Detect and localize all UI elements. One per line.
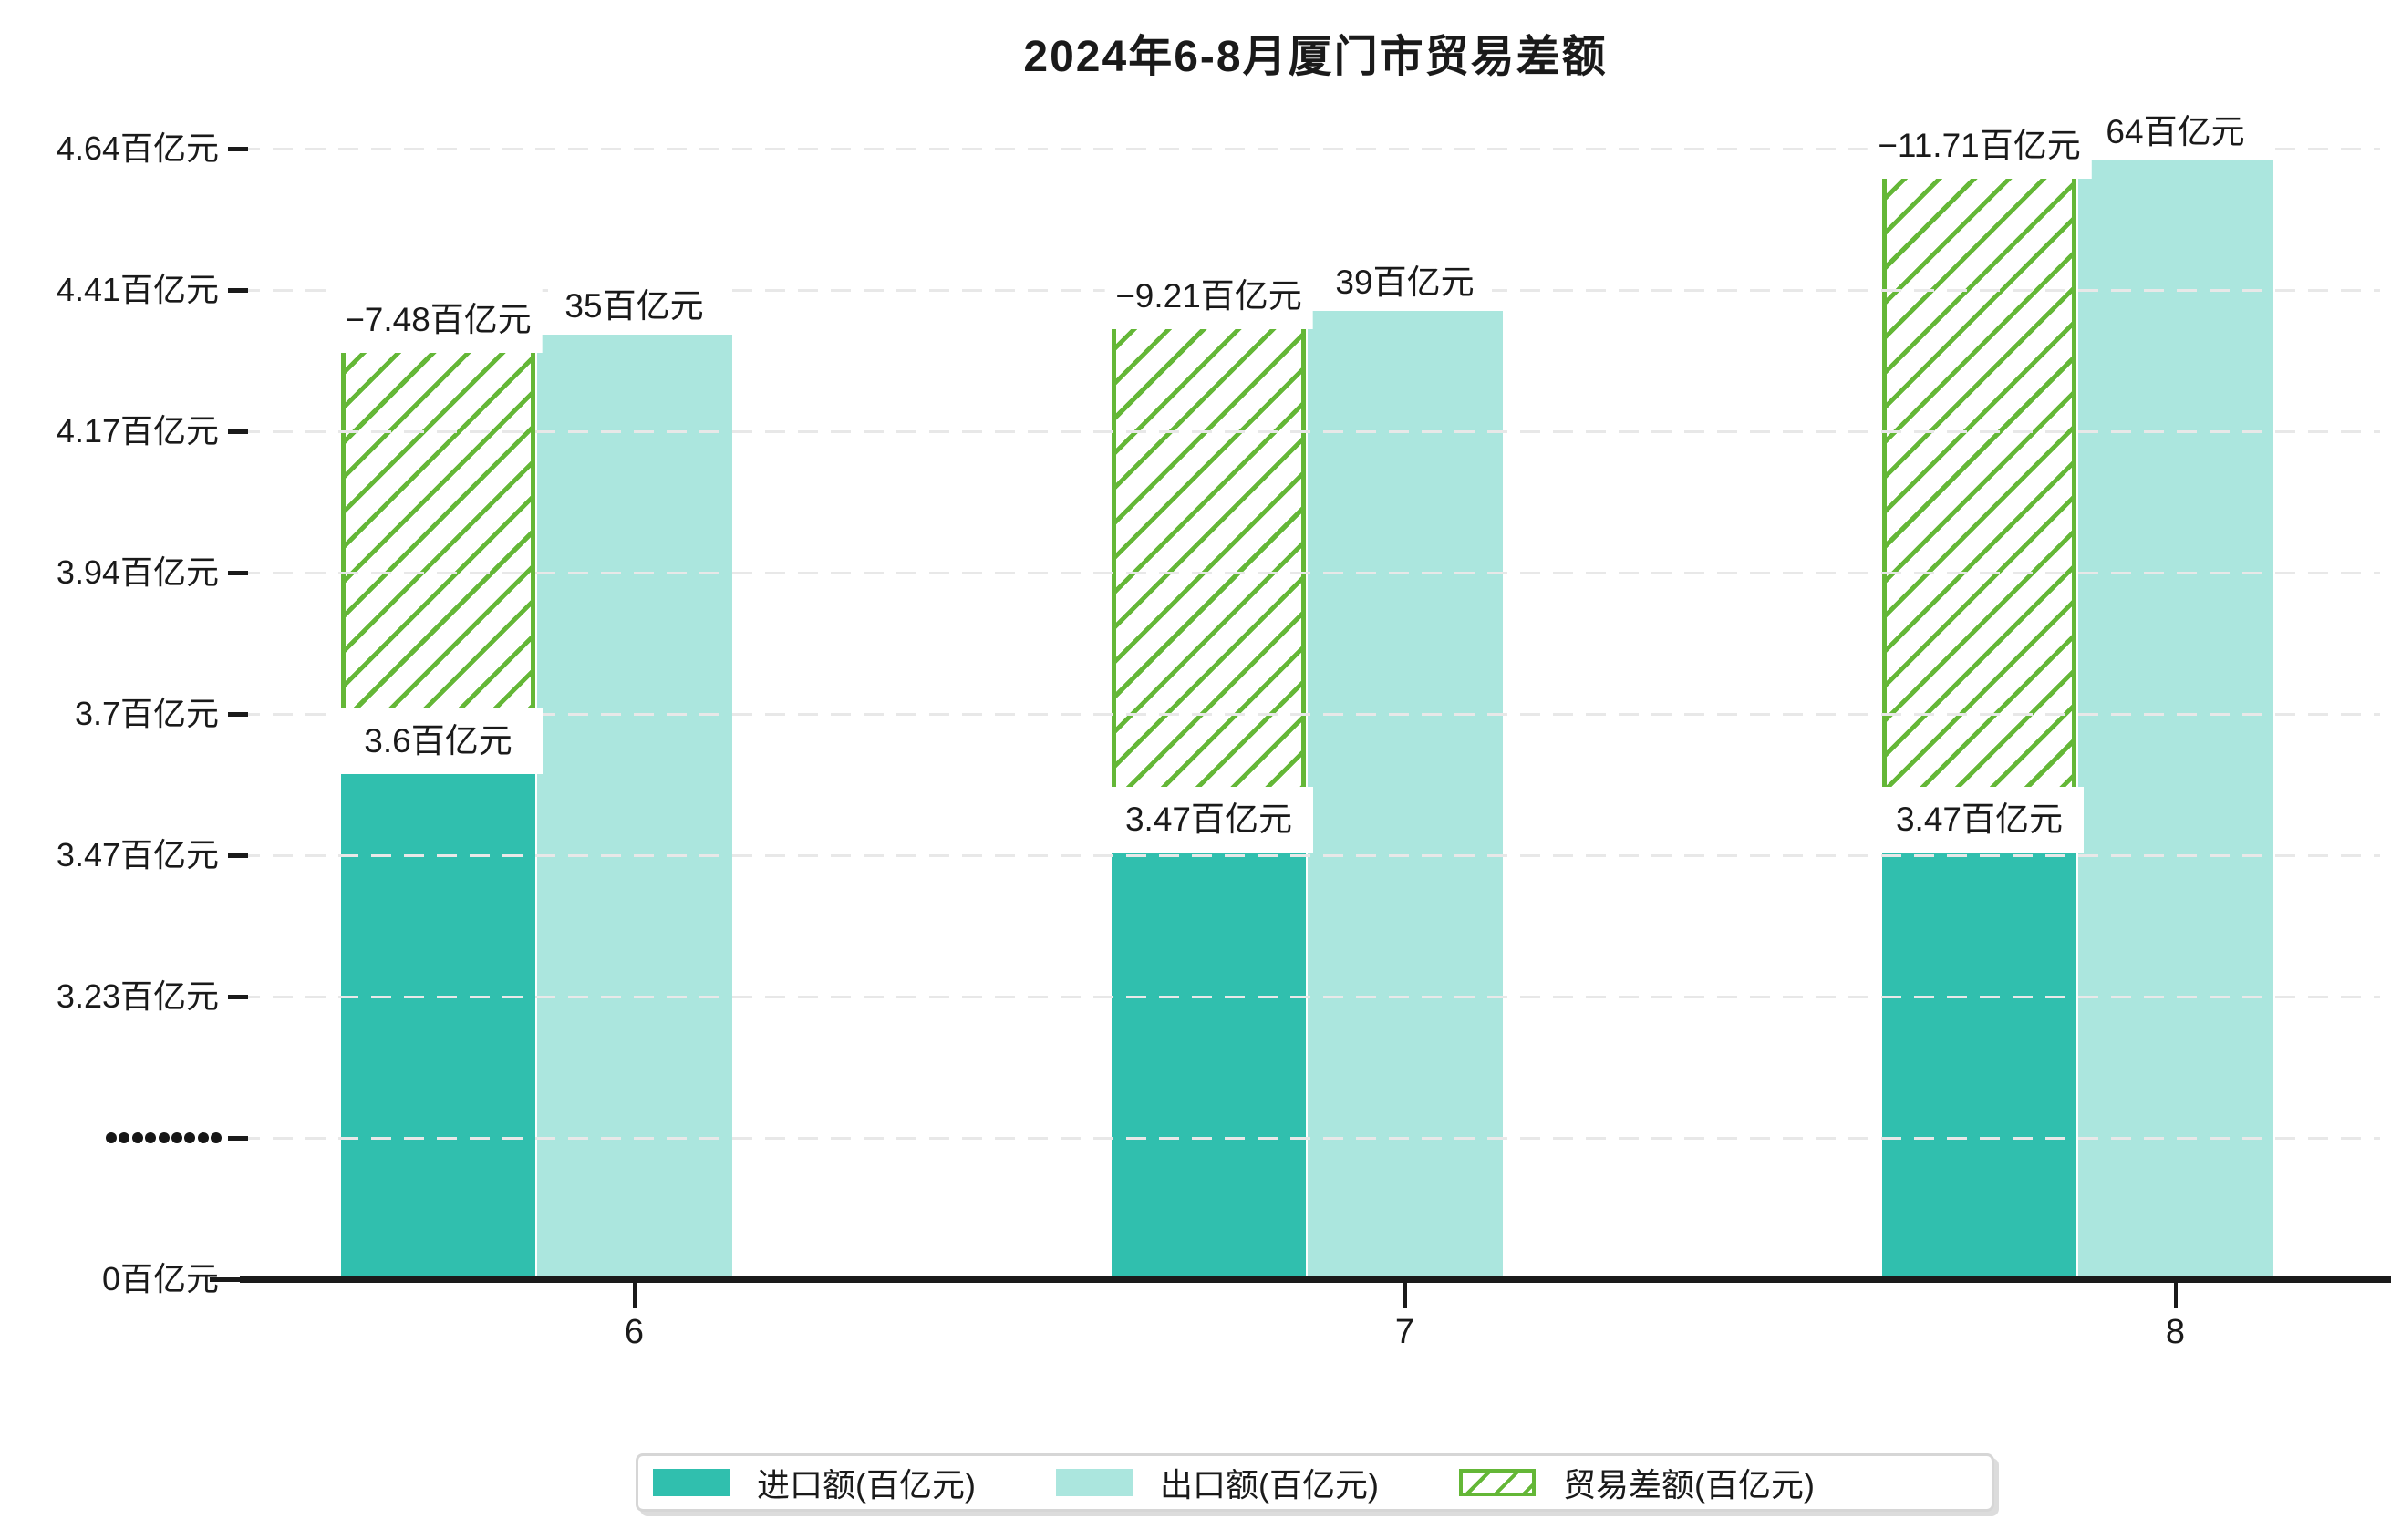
- axis-break-dots: [184, 1132, 196, 1143]
- import-bar-label: 3.47百亿元: [1875, 786, 2084, 853]
- y-gridline: [240, 854, 2380, 857]
- y-gridline: [240, 996, 2380, 998]
- y-tick-label: 3.7百亿元: [74, 695, 219, 732]
- axis-break-dots: [171, 1132, 182, 1143]
- y-tick-mark: [228, 429, 248, 434]
- balance-bar-label: −11.71百亿元: [1867, 113, 2092, 179]
- balance-hatched-swatch-icon: [1458, 1469, 1536, 1496]
- axis-break-dots: [106, 1132, 117, 1143]
- legend-item-balance: 贸易差额(百亿元): [1458, 1459, 1815, 1506]
- x-tick-mark: [632, 1283, 637, 1308]
- export-bar: [2078, 160, 2273, 1276]
- x-tick-label: 6: [624, 1313, 645, 1351]
- y-tick-mark: [228, 1136, 248, 1141]
- import-bar-label: 3.47百亿元: [1104, 786, 1313, 853]
- balance-bar-label: −7.48百亿元: [334, 287, 543, 354]
- export-bar-label: 64百亿元: [2088, 104, 2262, 160]
- y-tick-label: 3.47百亿元: [56, 836, 219, 873]
- x-tick-mark: [2173, 1283, 2178, 1308]
- legend-label-balance: 贸易差额(百亿元): [1562, 1466, 1815, 1504]
- y-tick-label: 4.64百亿元: [56, 129, 219, 167]
- import-bar: [1882, 852, 2076, 1276]
- axis-break-dots: [145, 1132, 157, 1143]
- y-tick-mark: [228, 288, 248, 293]
- y-tick-mark: [228, 571, 248, 575]
- y-tick-label: 4.41百亿元: [56, 271, 219, 308]
- y-tick-mark: [228, 712, 248, 717]
- y-tick-mark: [228, 995, 248, 999]
- y-gridline: [240, 713, 2380, 716]
- y-gridline: [240, 430, 2380, 433]
- axis-break-dots: [131, 1132, 143, 1143]
- legend-item-export: 出口额(百亿元): [1055, 1459, 1379, 1506]
- y-tick-mark: [210, 1277, 248, 1282]
- y-tick-label: 3.23百亿元: [56, 977, 219, 1015]
- export-bar: [1308, 310, 1503, 1276]
- axis-break-dots: [211, 1132, 223, 1143]
- chart-title: 2024年6-8月厦门市贸易差额: [1023, 33, 1608, 81]
- axis-break-dots: [158, 1132, 170, 1143]
- y-tick-label: 4.17百亿元: [56, 412, 219, 450]
- y-tick-mark: [228, 147, 248, 151]
- x-axis-line: [240, 1276, 2391, 1283]
- x-tick-label: 8: [2165, 1313, 2186, 1351]
- import-bar: [341, 773, 535, 1276]
- balance-hatched-bar: [1112, 310, 1306, 853]
- legend-label-import: 进口额(百亿元): [757, 1466, 976, 1504]
- axis-break-dots: [197, 1132, 209, 1143]
- balance-bar-label: −9.21百亿元: [1104, 263, 1313, 329]
- balance-hatched-bar: [341, 335, 535, 774]
- export-swatch-icon: [1055, 1469, 1133, 1496]
- legend-box: 进口额(百亿元) 出口额(百亿元) 贸易差额(百亿元): [636, 1453, 1994, 1512]
- export-bar-label: 35百亿元: [547, 278, 721, 336]
- x-tick-label: 7: [1394, 1313, 1415, 1351]
- import-swatch-icon: [653, 1469, 730, 1496]
- y-tick-mark: [228, 853, 248, 858]
- export-bar-label: 39百亿元: [1318, 253, 1492, 311]
- y-gridline: [240, 572, 2380, 574]
- y-gridline: [240, 1137, 2380, 1140]
- legend-item-import: 进口额(百亿元): [653, 1459, 976, 1506]
- import-bar: [1112, 852, 1306, 1276]
- legend-label-export: 出口额(百亿元): [1159, 1466, 1379, 1504]
- axis-break-dots: [119, 1132, 130, 1143]
- y-tick-label: 0百亿元: [101, 1260, 219, 1297]
- import-bar-label: 3.6百亿元: [334, 708, 543, 774]
- export-bar: [537, 335, 732, 1276]
- y-tick-label: 3.94百亿元: [56, 553, 219, 591]
- y-gridline: [240, 148, 2380, 150]
- balance-hatched-bar: [1882, 160, 2076, 853]
- x-tick-mark: [1403, 1283, 1407, 1308]
